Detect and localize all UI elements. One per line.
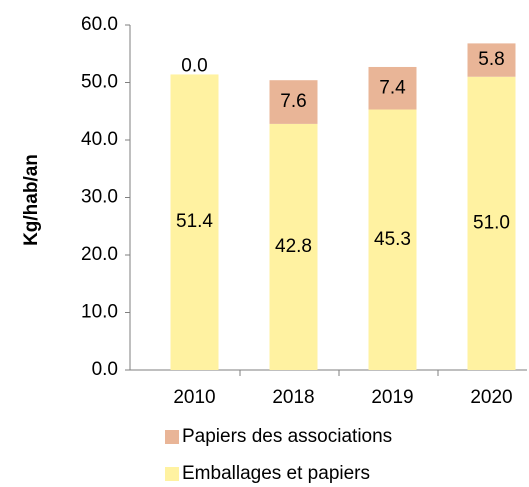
x-tick-label: 2010	[173, 387, 215, 408]
data-label: 5.8	[478, 49, 504, 70]
legend-swatch	[165, 430, 179, 444]
y-tick-label: 20.0	[81, 244, 118, 265]
y-tick-label: 60.0	[81, 14, 118, 35]
x-tick-label: 2019	[371, 387, 413, 408]
data-label: 45.3	[374, 229, 411, 250]
data-label: 7.6	[280, 91, 306, 112]
x-tick-label: 2020	[470, 387, 512, 408]
y-tick-label: 30.0	[81, 187, 118, 208]
data-label: 51.0	[473, 212, 510, 233]
data-label: 0.0	[181, 55, 207, 76]
data-label: 7.4	[379, 77, 406, 98]
y-axis-label: Kg/hab/an	[21, 154, 42, 246]
bar-segment	[368, 109, 417, 371]
legend-label: Papiers des associations	[182, 426, 392, 447]
bar-segment	[467, 43, 516, 77]
data-label: 42.8	[275, 236, 312, 257]
y-tick-label: 50.0	[81, 72, 118, 93]
bar-segment	[269, 80, 318, 124]
y-tick-label: 40.0	[81, 129, 118, 150]
y-tick-label: 10.0	[81, 302, 118, 323]
bar-segment	[467, 76, 516, 370]
bar-segment	[269, 123, 318, 371]
y-tick-label: 0.0	[92, 359, 118, 380]
legend-label: Emballages et papiers	[182, 463, 370, 484]
x-tick-label: 2018	[272, 387, 314, 408]
data-label: 51.4	[176, 211, 213, 232]
legend-swatch	[165, 467, 179, 481]
bar-segment	[170, 74, 219, 370]
bar-segment	[368, 66, 417, 110]
